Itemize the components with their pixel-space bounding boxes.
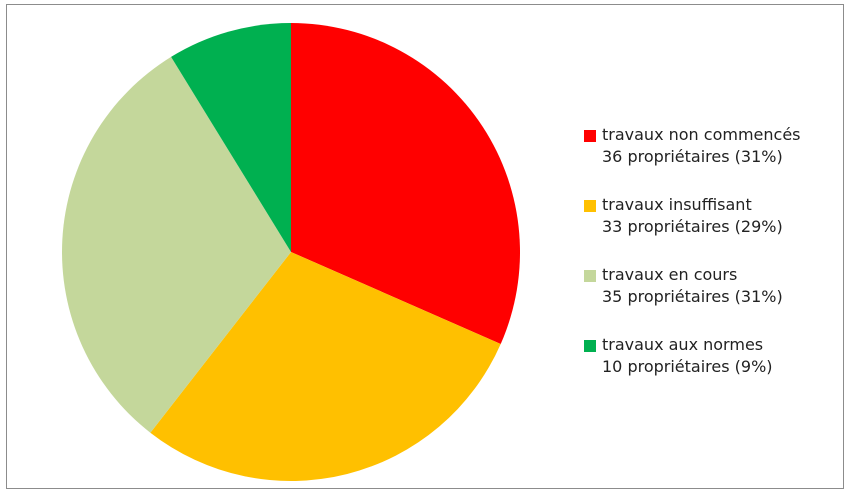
pie-slice-3 [62,56,292,433]
legend: travaux non commencés 36 propriétaires (… [584,124,834,404]
legend-label: travaux insuffisant [602,195,752,214]
legend-swatch-red [584,130,596,142]
pie-slice-1 [291,23,520,344]
legend-label: travaux aux normes [602,335,764,354]
legend-item-aux-normes: travaux aux normes 10 propriétaires (9%) [584,334,834,404]
legend-item-insuffisant: travaux insuffisant 33 propriétaires (29… [584,194,834,264]
legend-item-en-cours: travaux en cours 35 propriétaires (31%) [584,264,834,334]
legend-detail: 36 propriétaires (31%) [602,147,783,166]
legend-swatch-orange [584,200,596,212]
legend-detail: 33 propriétaires (29%) [602,217,783,236]
legend-detail: 35 propriétaires (31%) [602,287,783,306]
legend-item-non-commences: travaux non commencés 36 propriétaires (… [584,124,834,194]
legend-label: travaux non commencés [602,125,801,144]
pie-slice-2 [150,252,501,481]
legend-detail: 10 propriétaires (9%) [602,357,773,376]
legend-label: travaux en cours [602,265,738,284]
pie-slice-4 [171,23,291,252]
legend-swatch-light-green [584,270,596,282]
legend-swatch-green [584,340,596,352]
